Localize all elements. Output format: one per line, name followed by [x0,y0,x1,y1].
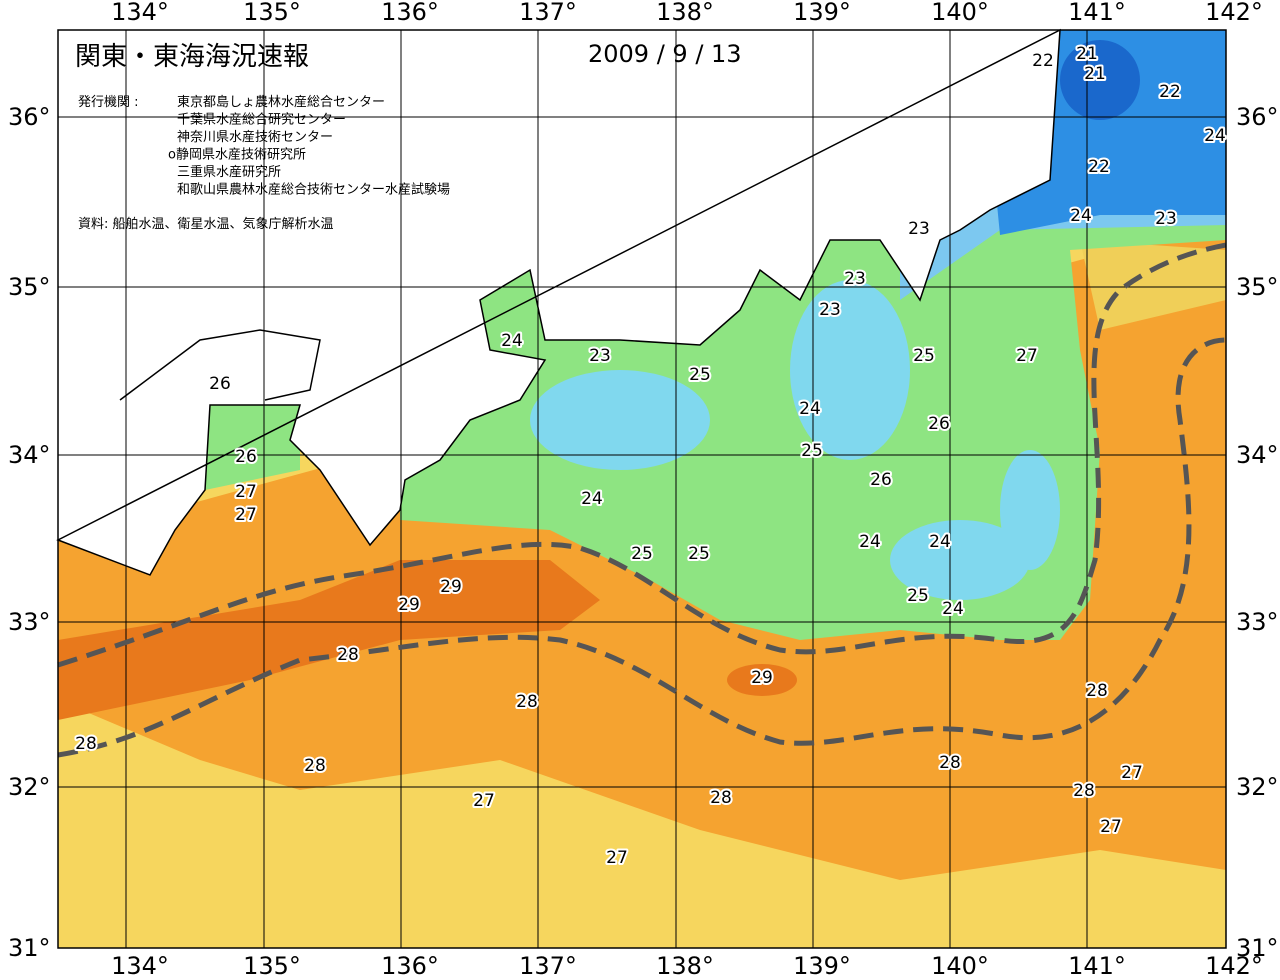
contour-label: 28 [337,645,359,665]
kuroshio-path [57,242,1227,758]
lat-label: 31° [1236,934,1279,962]
contour-label: 28 [304,756,326,776]
contour-label: 27 [235,482,257,502]
contour-label: 27 [1016,346,1038,366]
lon-label: 137° [519,0,577,26]
lat-label: 32° [1236,773,1279,801]
contour-label: 26 [928,414,950,434]
lat-label: 36° [1236,103,1279,131]
lon-label: 135° [243,0,301,26]
contour-label: 29 [440,577,462,597]
lat-label: 35° [8,273,51,301]
contour-label: 26 [870,470,892,490]
contour-label: 28 [1086,681,1108,701]
grid [58,30,1226,948]
lon-label: 135° [243,952,301,980]
contour-label: 25 [913,346,935,366]
contour-label: 24 [1204,126,1226,146]
lat-label: 33° [8,608,51,636]
contour-label: 25 [689,365,711,385]
contour-label: 24 [799,399,821,419]
contour-label: 28 [710,788,732,808]
contour-label: 27 [473,791,495,811]
contour-label: 24 [929,532,951,552]
contour-label: 23 [908,219,930,239]
lat-label: 34° [1236,441,1279,469]
lon-label: 139° [793,952,851,980]
contour-label: 25 [688,544,710,564]
contour-label: 26 [209,374,231,394]
issuer: 東京都島しょ農林水産総合センター [177,94,385,110]
contour-label: 29 [751,668,773,688]
contour-label: 23 [844,269,866,289]
lon-label: 138° [656,952,714,980]
lon-label: 136° [381,952,439,980]
map-frame [57,29,1227,949]
issuer: 千葉県水産総合研究センター [177,112,346,128]
contour-label: 22 [1032,51,1054,71]
contour-label: 27 [235,505,257,525]
contour-label: 28 [1073,781,1095,801]
issuer-label: 発行機関 : [78,95,139,110]
contour-label: 24 [859,532,881,552]
contour-label: 25 [631,544,653,564]
contour-label: 28 [75,734,97,754]
map-date: 2009 / 9 / 13 [588,40,742,68]
contour-label: 25 [907,586,929,606]
coastline [119,329,321,401]
lon-label: 134° [111,0,169,26]
contour-label: 26 [235,447,257,467]
issuer: o静岡県水産技術研究所 [168,147,306,163]
lon-label: 141° [1068,952,1126,980]
contour-label: 23 [589,346,611,366]
contour-label: 23 [1155,209,1177,229]
lon-label: 141° [1068,0,1126,26]
contour-label: 22 [1159,82,1181,102]
contour-label: 21 [1076,44,1098,64]
lon-label: 136° [381,0,439,26]
contour-label: 23 [819,300,841,320]
lon-label: 138° [656,0,714,26]
contour-label: 28 [939,753,961,773]
issuer: 三重県水産研究所 [177,164,281,180]
contour-label: 29 [398,595,420,615]
lon-label: 139° [793,0,851,26]
lon-label: 140° [931,952,989,980]
coastline [56,28,1061,576]
lat-label: 32° [8,773,51,801]
contour-label: 27 [1121,763,1143,783]
contour-label: 24 [1070,206,1092,226]
contour-label: 21 [1084,64,1106,84]
lat-label: 34° [8,441,51,469]
contour-label: 28 [516,692,538,712]
contour-label: 25 [801,441,823,461]
contour-label: 27 [606,848,628,868]
contour-label: 24 [581,489,603,509]
source-note: 資料: 船舶水温、衛星水温、気象庁解析水温 [78,216,334,232]
issuer: 神奈川県水産技術センター [177,129,333,145]
contour-label: 24 [501,331,523,351]
lon-label: 140° [931,0,989,26]
lat-label: 31° [8,934,51,962]
lon-label: 134° [111,952,169,980]
lat-label: 33° [1236,608,1279,636]
lat-label: 36° [8,103,51,131]
lat-label: 35° [1236,273,1279,301]
contour-label: 24 [942,599,964,619]
issuer: 和歌山県農林水産総合技術センター水産試験場 [177,182,450,198]
lon-label: 142° [1205,0,1263,26]
contour-label: 27 [1100,817,1122,837]
lon-label: 142° [1205,952,1263,980]
contour-label: 22 [1088,157,1110,177]
map-title: 関東・東海海況速報 [75,42,309,72]
lon-label: 137° [519,952,577,980]
